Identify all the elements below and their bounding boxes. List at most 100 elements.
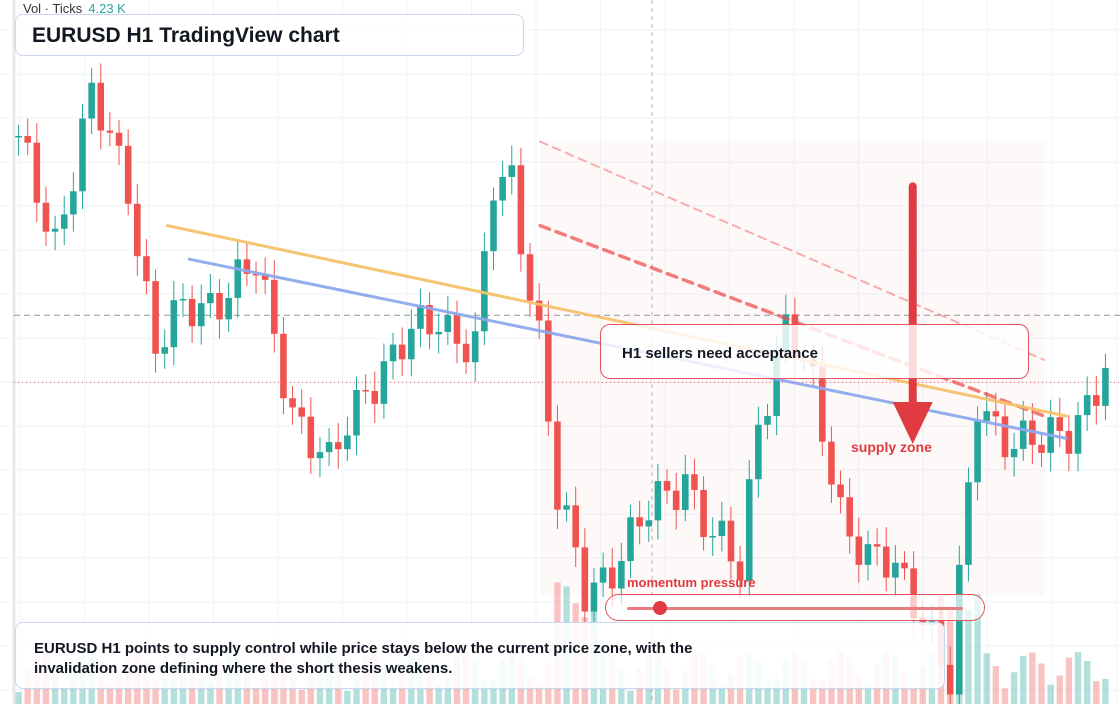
candle-body (33, 142, 41, 203)
volume-bar (992, 666, 1000, 704)
candle-body (124, 145, 132, 204)
candle-body (864, 544, 872, 565)
candle-body (645, 520, 653, 527)
candle-body (819, 366, 826, 442)
volume-bar (1056, 675, 1063, 704)
volume-bar (481, 679, 488, 704)
candle-body (371, 390, 379, 404)
volume-bar (435, 683, 442, 704)
volume-legend-value: 4.23 K (88, 1, 126, 16)
candle-body (289, 398, 296, 408)
volume-bar (252, 685, 260, 704)
volume-legend: Vol · Ticks 4.23 K (23, 1, 126, 16)
candle-body (745, 479, 753, 581)
candle-body (298, 407, 305, 417)
candle-body (471, 331, 479, 363)
candle-body (1074, 415, 1082, 454)
candle-body (608, 567, 616, 589)
candle-body (946, 664, 954, 695)
candle-body (362, 390, 369, 392)
candle-body (24, 136, 31, 143)
volume-bar (983, 653, 990, 704)
candle-body (234, 259, 242, 298)
candle-body (499, 176, 506, 201)
volume-bar (627, 690, 634, 704)
volume-bar (974, 594, 981, 704)
candle-body (170, 300, 178, 348)
candle-body (974, 420, 981, 483)
candle-body (243, 259, 251, 274)
volume-bar (61, 688, 68, 704)
title-card: EURUSD H1 TradingView chart (15, 14, 524, 56)
candle-body (271, 279, 278, 334)
candle-body (627, 517, 634, 562)
volume-bar (198, 677, 205, 704)
volume-bar (1001, 688, 1009, 704)
candle-body (846, 497, 853, 537)
candle-body (1019, 420, 1027, 449)
volume-bar (864, 684, 872, 704)
candle-body (280, 333, 287, 399)
volume-bar (389, 687, 397, 704)
volume-bar (15, 692, 22, 704)
candle-body (389, 344, 397, 362)
candle-body (252, 273, 260, 276)
candle-body (892, 562, 899, 578)
candle-body (417, 305, 424, 329)
candle-body (901, 562, 908, 569)
candle-body (882, 546, 890, 578)
volume-bar (910, 688, 917, 704)
candle-body (636, 517, 643, 527)
candle-body (554, 421, 561, 510)
candle-body (535, 300, 543, 321)
candle-body (134, 203, 141, 257)
candle-body (225, 297, 232, 320)
summary-card: EURUSD H1 points to supply control while… (15, 622, 945, 689)
volume-bar (819, 681, 826, 704)
summary-text: EURUSD H1 points to supply control while… (34, 640, 693, 677)
volume-bar (1020, 655, 1027, 704)
volume-bar (243, 674, 251, 704)
candle-body (983, 411, 990, 421)
bear-channel-lower (538, 223, 1046, 418)
bearish-arrow-head (892, 402, 933, 444)
candle-body (353, 390, 360, 436)
candle-body (261, 274, 269, 280)
candle-body (1065, 430, 1073, 454)
candle-body (334, 442, 342, 450)
volume-bar (809, 678, 817, 704)
candle-body (828, 441, 835, 485)
candle-body (755, 424, 762, 480)
candle-body (965, 482, 972, 565)
volume-bar (1047, 684, 1054, 704)
candle-body (910, 568, 917, 619)
candle-body (563, 505, 570, 510)
candle-body (590, 582, 598, 612)
candle-body (1056, 417, 1064, 431)
volume-bar (764, 682, 771, 704)
candle-body (60, 214, 68, 229)
candle-body (15, 136, 22, 138)
candle-body (88, 82, 95, 119)
candle-body (216, 292, 223, 320)
candle-body (682, 474, 689, 511)
momentum-track (627, 607, 963, 610)
candle-body (444, 315, 452, 332)
candle-body (508, 165, 516, 177)
volume-bar (1029, 652, 1036, 704)
volume-bar (207, 682, 214, 704)
candle-body (316, 452, 324, 459)
candle-body (718, 520, 726, 537)
candle-body (654, 481, 662, 521)
volume-bar (298, 689, 305, 704)
candle-body (837, 484, 844, 498)
volume-bar (526, 676, 534, 704)
volume-bar (1065, 657, 1073, 704)
supply-zone-label: supply zone (851, 439, 932, 455)
volume-bar (490, 680, 497, 704)
candle-body (161, 347, 168, 354)
candle-body (773, 351, 780, 416)
volume-bar (1093, 681, 1100, 704)
candle-body (517, 165, 525, 255)
candle-body (526, 254, 534, 301)
